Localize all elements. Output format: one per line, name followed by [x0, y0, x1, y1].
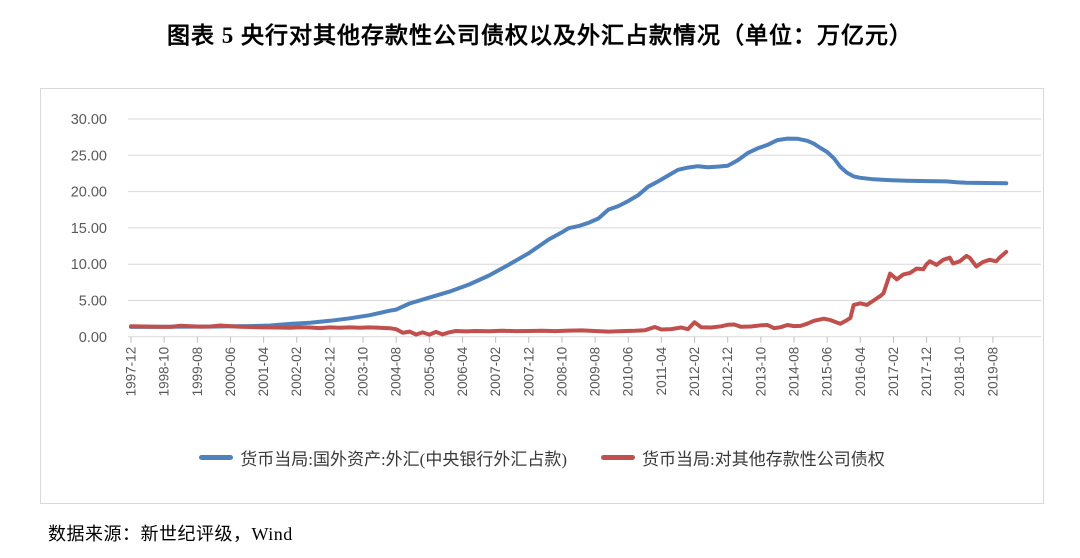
y-tick-label: 30.00 — [71, 112, 107, 128]
x-tick-label: 2017-02 — [886, 347, 901, 397]
chart-title: 图表 5 央行对其他存款性公司债权以及外汇占款情况（单位：万亿元） — [167, 23, 913, 48]
y-tick-label: 20.00 — [71, 185, 107, 201]
legend-line-swatch-claims — [601, 455, 636, 460]
x-tick-label: 2011-04 — [654, 346, 669, 395]
x-tick-label: 2012-12 — [720, 347, 735, 397]
x-tick-label: 2013-10 — [753, 347, 768, 397]
legend-item-claims: 货币当局:对其他存款性公司债权 — [601, 445, 885, 470]
x-tick-label: 2002-02 — [289, 347, 304, 397]
x-tick-label: 1998-10 — [157, 347, 172, 397]
x-tick-label: 2018-10 — [952, 347, 967, 397]
x-tick-label: 2002-12 — [322, 347, 337, 397]
x-tick-label: 2012-02 — [687, 347, 702, 397]
y-tick-label: 25.00 — [71, 148, 107, 164]
x-tick-label: 2006-04 — [455, 346, 470, 396]
legend-line-swatch-fx — [199, 455, 234, 460]
chart-legend: 货币当局:国外资产:外汇(中央银行外汇占款) 货币当局:对其他存款性公司债权 — [41, 445, 1043, 470]
x-tick-label: 2015-06 — [820, 347, 835, 397]
x-tick-label: 2008-10 — [554, 347, 569, 397]
y-tick-label: 5.00 — [79, 294, 107, 310]
x-tick-label: 2017-12 — [919, 347, 934, 397]
series-line-claims — [129, 249, 1009, 337]
legend-item-fx: 货币当局:国外资产:外汇(中央银行外汇占款) — [199, 445, 567, 470]
x-tick-label: 2009-08 — [588, 347, 603, 397]
y-tick-label: 10.00 — [71, 257, 107, 273]
x-tick-label: 2010-06 — [621, 347, 636, 397]
chart-panel: 0.00 5.00 10.00 15.00 20.00 25.00 30.00 1997-12… — [40, 88, 1044, 504]
x-tick-label: 1997-12 — [124, 347, 139, 397]
x-tick-label: 2001-04 — [256, 346, 271, 396]
x-tick-label: 2007-12 — [521, 347, 536, 397]
x-tick-label: 2000-06 — [223, 347, 238, 397]
x-tick-label: 2003-10 — [356, 347, 371, 397]
series-line-fx — [129, 136, 1009, 329]
x-tick-label: 2007-02 — [488, 347, 503, 397]
legend-label-fx: 货币当局:国外资产:外汇(中央银行外汇占款) — [240, 450, 568, 469]
legend-label-claims: 货币当局:对其他存款性公司债权 — [642, 450, 885, 469]
x-tick-label: 1999-08 — [190, 347, 205, 397]
x-tick-label: 2005-06 — [422, 347, 437, 397]
chart-canvas: 0.00 5.00 10.00 15.00 20.00 25.00 30.00 1997-12… — [71, 112, 1041, 397]
x-tick-label: 2016-04 — [853, 346, 868, 396]
x-tick-label: 2014-08 — [787, 347, 802, 397]
y-tick-label: 0.00 — [79, 330, 107, 346]
x-tick-label: 2019-08 — [985, 347, 1000, 397]
x-tick-label: 2004-08 — [389, 347, 404, 397]
source-note: 数据来源：新世纪评级，Wind — [48, 524, 293, 544]
y-tick-label: 15.00 — [71, 221, 107, 237]
